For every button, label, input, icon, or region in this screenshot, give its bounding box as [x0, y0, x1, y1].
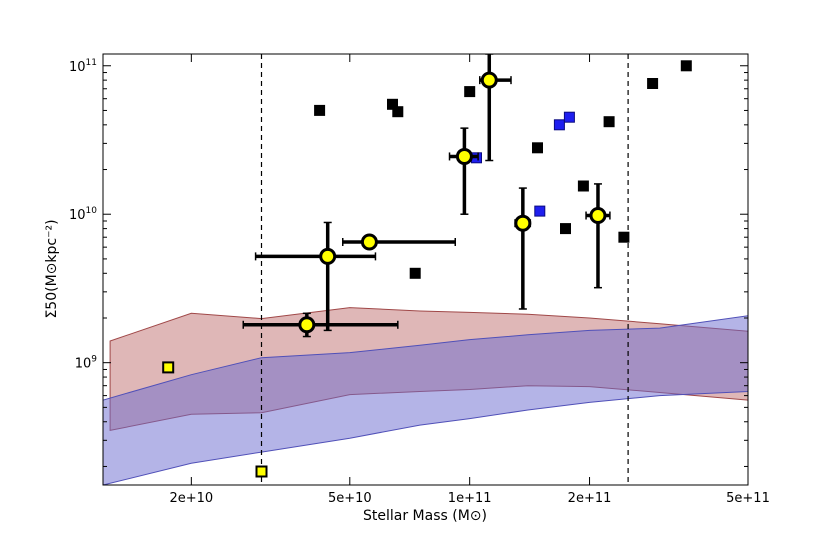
circle-point-7: [585, 183, 611, 289]
band-2: [103, 315, 748, 485]
x-tick-label: 2e+10: [169, 491, 213, 506]
circle-point-2: [254, 221, 377, 332]
square-marker-s1-12: [680, 60, 692, 72]
square-marker-s1-8: [560, 223, 571, 235]
x-axis-label: Stellar Mass (M⊙): [363, 508, 487, 524]
circle-point-6: [514, 187, 532, 310]
axis-ticks: 2e+10 5e+10 1e+11 2e+11 5e+11 109 1010 1011: [69, 54, 770, 506]
circle-point-4: [448, 127, 479, 215]
square-marker-s3-2: [255, 465, 268, 478]
y-tick-label: 1010: [69, 206, 97, 223]
circle-marker: [298, 316, 316, 334]
square-marker-s1-4: [409, 267, 421, 279]
plot-frame: [102, 53, 749, 486]
square-marker-s2-2: [534, 205, 546, 217]
square-marker-s1-7: [577, 180, 589, 192]
square-marker-s1-11: [647, 78, 659, 89]
circle-marker: [455, 147, 473, 165]
circle-point-1: [242, 312, 399, 338]
circle-marker: [480, 71, 498, 89]
y-tick-label: 1011: [69, 58, 97, 75]
y-axis-label: Σ50(M⊙kpc⁻²): [44, 219, 60, 318]
circle-marker: [514, 214, 532, 232]
x-tick-label: 5e+10: [328, 491, 372, 506]
square-marker-s2-4: [563, 111, 575, 123]
x-tick-label: 1e+11: [448, 491, 492, 506]
square-marker-s1-10: [618, 231, 630, 243]
data-points: [162, 54, 692, 478]
y-tick-label: 109: [75, 355, 98, 372]
circle-marker: [319, 247, 337, 265]
shaded-bands: [103, 307, 748, 485]
square-marker-s1-9: [603, 116, 615, 128]
square-marker-s1-1: [314, 104, 326, 116]
x-tick-label: 2e+11: [568, 491, 612, 506]
circle-marker: [360, 233, 378, 251]
square-marker-s1-6: [532, 142, 543, 154]
circle-point-3: [341, 233, 457, 251]
square-marker-s1-5: [464, 86, 476, 98]
circle-point-5: [478, 54, 512, 162]
circle-marker: [589, 207, 607, 225]
x-tick-label: 5e+11: [726, 491, 770, 506]
square-marker-s3-1: [162, 361, 175, 374]
square-marker-s2-3: [553, 119, 565, 131]
square-marker-s1-3: [392, 106, 404, 118]
